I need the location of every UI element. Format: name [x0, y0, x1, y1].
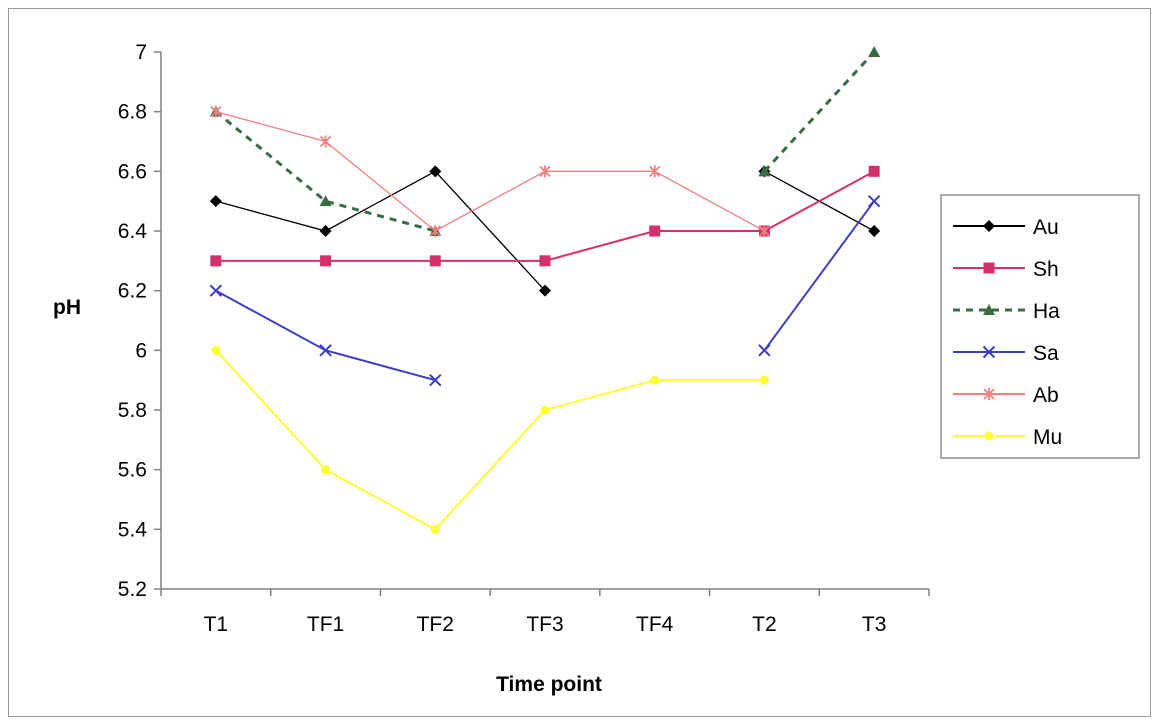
legend-marker — [983, 262, 995, 274]
data-point-mu — [321, 465, 331, 475]
y-tick-label: 7 — [135, 41, 147, 64]
series-lines — [209, 46, 881, 534]
data-point-au — [868, 225, 881, 237]
data-point-mu — [540, 405, 550, 415]
legend-label: Sa — [1033, 342, 1059, 365]
data-point-mu — [759, 375, 769, 385]
y-tick-label: 5.4 — [118, 518, 148, 541]
legend-item-ha: Ha — [953, 300, 1060, 323]
legend-item-sh: Sh — [953, 258, 1059, 281]
data-point-au — [429, 165, 442, 178]
line-chart: 5.2 5.4 5.6 5.8 6 6.2 6.4 6.6 6.8 7 T1 TF1 TF2 TF3 TF4… — [53, 41, 1140, 696]
legend-marker — [983, 220, 995, 232]
series-line-sa — [215, 289, 436, 382]
legend-marker — [983, 388, 995, 400]
legend-label: Mu — [1033, 426, 1062, 449]
data-point-sh — [320, 255, 332, 267]
series-line-sh — [215, 170, 875, 262]
data-point-sa — [758, 344, 771, 357]
x-tick-label: TF2 — [417, 613, 454, 636]
data-point-ha — [868, 46, 881, 57]
series-line-au — [215, 170, 546, 292]
data-point-au — [209, 195, 222, 208]
series-line-ab — [215, 111, 765, 232]
data-point-sa — [867, 194, 881, 208]
legend-label: Ha — [1033, 300, 1060, 323]
legend: Au Sh Ha Sa Ab Mu — [940, 194, 1140, 459]
data-point-ab — [758, 225, 771, 237]
legend-marker — [984, 431, 994, 441]
data-point-sa — [319, 344, 332, 357]
y-tick-label: 5.2 — [118, 578, 147, 601]
x-tick-label: TF3 — [526, 613, 563, 636]
legend-marker — [983, 304, 995, 315]
data-point-ab — [429, 225, 441, 237]
data-point-mu — [211, 345, 221, 355]
y-tick-label: 6.2 — [118, 280, 147, 303]
data-point-ha — [758, 165, 771, 177]
legend-marker — [982, 345, 996, 359]
y-tick-label: 6.6 — [118, 160, 147, 183]
series-mu — [211, 345, 769, 534]
x-tick-label: T3 — [862, 613, 887, 636]
legend-label: Sh — [1033, 258, 1059, 281]
series-line-sa — [763, 200, 875, 351]
data-point-sa — [429, 373, 442, 387]
x-tick-label: T1 — [204, 613, 229, 636]
legend-item-au: Au — [953, 216, 1059, 239]
y-tick-label: 5.6 — [118, 459, 147, 482]
series-line-ha — [763, 50, 876, 173]
data-point-sh — [429, 255, 441, 267]
legend-label: Ab — [1033, 384, 1059, 407]
x-tick-label: TF1 — [307, 613, 344, 636]
legend-item-sa: Sa — [953, 342, 1059, 365]
data-point-sh — [210, 255, 222, 267]
data-point-mu — [430, 524, 440, 534]
legend-label: Au — [1033, 216, 1059, 239]
series-sh — [210, 165, 880, 267]
axes: 5.2 5.4 5.6 5.8 6 6.2 6.4 6.6 6.8 7 T1 TF1 TF2 TF3 TF4… — [118, 41, 930, 636]
legend-item-mu: Mu — [953, 426, 1062, 449]
x-axis-title: Time point — [496, 673, 602, 696]
series-sa — [209, 194, 881, 387]
series-line-mu — [215, 349, 765, 531]
data-point-au — [319, 225, 332, 237]
data-point-ab — [649, 165, 661, 178]
data-point-sa — [209, 284, 223, 297]
x-tick-label: T2 — [752, 613, 777, 636]
series-ab — [210, 105, 771, 237]
y-axis-title: pH — [53, 296, 81, 319]
data-point-sh — [649, 225, 661, 237]
data-point-sh — [868, 165, 880, 177]
data-point-ha — [319, 195, 332, 207]
y-tick-label: 5.8 — [118, 399, 147, 422]
data-point-mu — [650, 375, 660, 385]
y-tick-label: 6.4 — [118, 220, 148, 243]
legend-item-ab: Ab — [953, 384, 1059, 407]
data-point-ab — [319, 135, 332, 148]
data-point-sh — [539, 255, 551, 267]
series-line-ha — [214, 110, 436, 233]
data-point-ab — [210, 105, 222, 118]
data-point-au — [539, 284, 551, 297]
y-tick-label: 6 — [135, 339, 147, 362]
series-au — [209, 165, 881, 297]
data-point-ab — [539, 165, 551, 178]
chart-frame: 5.2 5.4 5.6 5.8 6 6.2 6.4 6.6 6.8 7 T1 TF1 TF2 TF3 TF4… — [8, 8, 1151, 717]
x-tick-label: TF4 — [636, 613, 674, 636]
series-ha — [209, 46, 881, 236]
y-tick-label: 6.8 — [118, 101, 147, 124]
legend-box — [940, 194, 1140, 459]
